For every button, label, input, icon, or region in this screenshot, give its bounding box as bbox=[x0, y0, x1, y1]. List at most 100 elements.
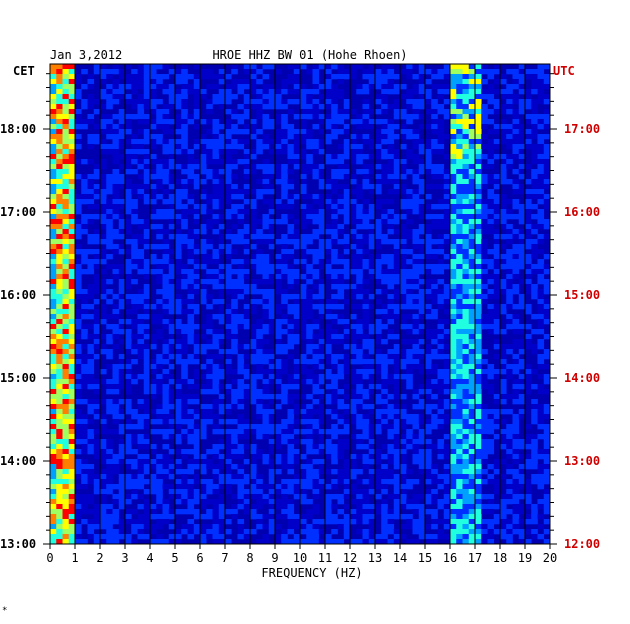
spectrogram-cell bbox=[312, 349, 320, 355]
spectrogram-cell bbox=[268, 174, 276, 180]
spectrogram-cell bbox=[281, 174, 288, 180]
spectrogram-cell bbox=[268, 474, 276, 480]
spectrogram-cell bbox=[175, 124, 182, 130]
spectrogram-cell bbox=[68, 374, 76, 380]
spectrogram-cell bbox=[300, 409, 307, 415]
spectrogram-cell bbox=[437, 199, 445, 205]
spectrogram-cell bbox=[300, 94, 307, 100]
spectrogram-cell bbox=[175, 164, 182, 170]
spectrogram-cell bbox=[175, 74, 182, 80]
spectrogram-cell bbox=[200, 244, 207, 250]
spectrogram-cell bbox=[356, 189, 363, 195]
spectrogram-cell bbox=[150, 134, 157, 140]
spectrogram-cell bbox=[400, 239, 407, 245]
spectrogram-cell bbox=[462, 409, 470, 415]
spectrogram-cell bbox=[456, 224, 463, 230]
spectrogram-cell bbox=[468, 99, 476, 105]
spectrogram-cell bbox=[318, 389, 326, 395]
spectrogram-cell bbox=[312, 389, 320, 395]
spectrogram-cell bbox=[306, 279, 313, 285]
spectrogram-cell bbox=[325, 329, 332, 335]
spectrogram-cell bbox=[212, 334, 220, 340]
spectrogram-cell bbox=[343, 394, 351, 400]
spectrogram-cell bbox=[537, 234, 545, 240]
spectrogram-cell bbox=[225, 244, 232, 250]
spectrogram-cell bbox=[318, 379, 326, 385]
spectrogram-cell bbox=[475, 99, 482, 105]
spectrogram-cell bbox=[412, 264, 420, 270]
spectrogram-cell bbox=[325, 399, 332, 405]
spectrogram-cell bbox=[50, 204, 57, 210]
spectrogram-cell bbox=[468, 189, 476, 195]
spectrogram-cell bbox=[193, 324, 201, 330]
spectrogram-cell bbox=[237, 159, 245, 165]
spectrogram-cell bbox=[150, 449, 157, 455]
spectrogram-cell bbox=[250, 224, 257, 230]
spectrogram-cell bbox=[475, 414, 482, 420]
spectrogram-cell bbox=[393, 249, 401, 255]
spectrogram-cell bbox=[93, 429, 101, 435]
spectrogram-cell bbox=[231, 404, 238, 410]
spectrogram-cell bbox=[468, 434, 476, 440]
spectrogram-cell bbox=[325, 309, 332, 315]
spectrogram-cell bbox=[143, 234, 151, 240]
spectrogram-cell bbox=[350, 434, 357, 440]
spectrogram-cell bbox=[412, 329, 420, 335]
spectrogram-cell bbox=[131, 99, 138, 105]
spectrogram-cell bbox=[168, 159, 176, 165]
spectrogram-cell bbox=[418, 279, 426, 285]
spectrogram-cell bbox=[256, 424, 263, 430]
spectrogram-cell bbox=[443, 484, 451, 490]
spectrogram-cell bbox=[150, 489, 157, 495]
spectrogram-cell bbox=[62, 429, 70, 435]
spectrogram-cell bbox=[425, 279, 432, 285]
spectrogram-cell bbox=[475, 194, 482, 200]
spectrogram-cell bbox=[375, 419, 382, 425]
spectrogram-cell bbox=[325, 194, 332, 200]
spectrogram-cell bbox=[475, 489, 482, 495]
spectrogram-cell bbox=[456, 184, 463, 190]
spectrogram-cell bbox=[256, 219, 263, 225]
spectrogram-cell bbox=[287, 354, 295, 360]
spectrogram-cell bbox=[106, 489, 113, 495]
spectrogram-cell bbox=[418, 439, 426, 445]
spectrogram-cell bbox=[412, 204, 420, 210]
spectrogram-cell bbox=[362, 454, 370, 460]
spectrogram-cell bbox=[481, 469, 488, 475]
spectrogram-cell bbox=[506, 109, 513, 115]
spectrogram-cell bbox=[106, 384, 113, 390]
spectrogram-cell bbox=[56, 209, 63, 215]
spectrogram-cell bbox=[131, 439, 138, 445]
spectrogram-cell bbox=[75, 134, 82, 140]
spectrogram-cell bbox=[506, 214, 513, 220]
spectrogram-cell bbox=[243, 354, 251, 360]
spectrogram-cell bbox=[475, 444, 482, 450]
spectrogram-cell bbox=[375, 254, 382, 260]
spectrogram-cell bbox=[406, 134, 413, 140]
spectrogram-cell bbox=[106, 114, 113, 120]
spectrogram-cell bbox=[475, 439, 482, 445]
spectrogram-cell bbox=[50, 374, 57, 380]
spectrogram-cell bbox=[343, 344, 351, 350]
spectrogram-cell bbox=[231, 419, 238, 425]
spectrogram-cell bbox=[500, 369, 507, 375]
spectrogram-cell bbox=[518, 394, 526, 400]
spectrogram-cell bbox=[481, 254, 488, 260]
spectrogram-cell bbox=[475, 379, 482, 385]
spectrogram-cell bbox=[387, 449, 395, 455]
spectrogram-cell bbox=[300, 404, 307, 410]
spectrogram-cell bbox=[75, 244, 82, 250]
spectrogram-cell bbox=[468, 264, 476, 270]
spectrogram-cell bbox=[168, 264, 176, 270]
spectrogram-cell bbox=[450, 254, 457, 260]
spectrogram-cell bbox=[487, 424, 495, 430]
spectrogram-cell bbox=[387, 459, 395, 465]
spectrogram-cell bbox=[443, 194, 451, 200]
spectrogram-cell bbox=[237, 229, 245, 235]
spectrogram-cell bbox=[56, 79, 63, 85]
spectrogram-cell bbox=[393, 289, 401, 295]
spectrogram-cell bbox=[125, 189, 132, 195]
spectrogram-cell bbox=[412, 159, 420, 165]
spectrogram-cell bbox=[325, 64, 332, 70]
spectrogram-cell bbox=[225, 134, 232, 140]
